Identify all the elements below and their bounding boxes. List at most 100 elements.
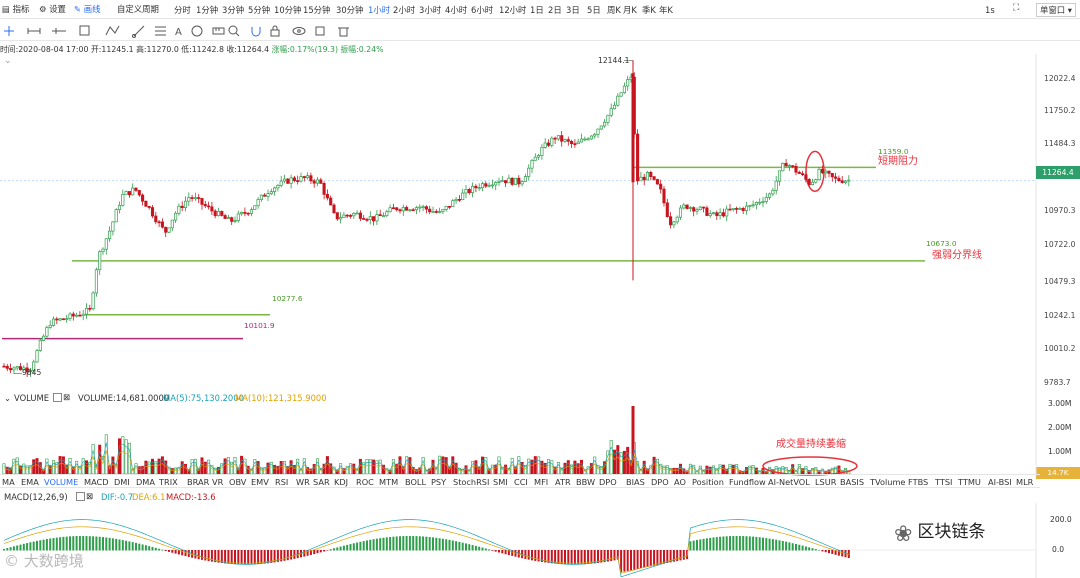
emoji-icon[interactable] bbox=[191, 25, 203, 37]
eye-icon[interactable] bbox=[292, 27, 306, 35]
lock-icon[interactable] bbox=[270, 25, 280, 37]
indicator-tab-macd[interactable]: MACD bbox=[84, 477, 109, 487]
period-5[interactable]: 15分钟 bbox=[303, 5, 331, 15]
macd-bar bbox=[600, 550, 603, 563]
period-12[interactable]: 12小时 bbox=[499, 5, 527, 15]
indicator-tab-boll[interactable]: BOLL bbox=[405, 477, 427, 487]
price-chart[interactable] bbox=[0, 54, 1040, 474]
period-4[interactable]: 10分钟 bbox=[274, 5, 302, 15]
indicator-tab-ai-bsi[interactable]: AI-BSI bbox=[988, 477, 1012, 487]
period-7[interactable]: 1小时 bbox=[368, 5, 391, 15]
indicator-tab-obv[interactable]: OBV bbox=[229, 477, 247, 487]
indicator-tab-cci[interactable]: CCI bbox=[514, 477, 528, 487]
indicator-tab-mfi[interactable]: MFI bbox=[534, 477, 549, 487]
indicator-tab-lsur[interactable]: LSUR bbox=[815, 477, 837, 487]
candle-body bbox=[174, 212, 178, 221]
volume-bar bbox=[675, 467, 679, 475]
period-3[interactable]: 5分钟 bbox=[248, 5, 271, 15]
custom-period-button[interactable]: 自定义周期 bbox=[117, 4, 159, 14]
period-6[interactable]: 30分钟 bbox=[336, 5, 364, 15]
indicator-tab-smi[interactable]: SMI bbox=[493, 477, 508, 487]
period-2[interactable]: 3分钟 bbox=[222, 5, 245, 15]
period-18[interactable]: 月K bbox=[623, 5, 637, 15]
fullscreen-icon[interactable]: ⛶ bbox=[1013, 3, 1020, 13]
close-icon[interactable]: ⊠ bbox=[86, 491, 94, 501]
path-icon[interactable] bbox=[105, 25, 120, 36]
indicator-tab-fundflow[interactable]: Fundflow bbox=[729, 477, 766, 487]
indicator-tab-volume[interactable]: VOLUME bbox=[44, 477, 79, 487]
trash-icon[interactable] bbox=[338, 27, 349, 37]
zoom-icon[interactable] bbox=[228, 25, 240, 37]
indicator-tab-dma[interactable]: DMA bbox=[136, 477, 155, 487]
indicator-tab-vr[interactable]: VR bbox=[212, 477, 224, 487]
volume-bar bbox=[434, 467, 438, 475]
indicator-tab-kdj[interactable]: KDJ bbox=[334, 477, 349, 487]
text-tool-icon[interactable]: A bbox=[175, 27, 182, 38]
indicator-tab-ttmu[interactable]: TTMU bbox=[958, 477, 981, 487]
period-20[interactable]: 年K bbox=[659, 5, 673, 15]
period-19[interactable]: 季K bbox=[642, 5, 656, 15]
candle-body bbox=[263, 194, 267, 197]
magnet-icon[interactable] bbox=[251, 27, 261, 37]
rectangle-icon[interactable] bbox=[79, 25, 90, 36]
window-mode-select[interactable]: 单窗口 ▾ bbox=[1036, 3, 1077, 17]
measure-icon[interactable] bbox=[132, 25, 145, 38]
crosshair-icon[interactable] bbox=[4, 26, 14, 36]
ruler-icon[interactable] bbox=[212, 27, 225, 35]
indicator-tab-rsi[interactable]: RSI bbox=[275, 477, 289, 487]
period-1[interactable]: 1分钟 bbox=[196, 5, 219, 15]
indicator-tab-brar[interactable]: BRAR bbox=[187, 477, 210, 487]
indicator-tab-ao[interactable]: AO bbox=[674, 477, 686, 487]
period-8[interactable]: 2小时 bbox=[393, 5, 416, 15]
period-0[interactable]: 分时 bbox=[174, 5, 191, 15]
period-10[interactable]: 4小时 bbox=[445, 5, 468, 15]
refresh-period[interactable]: 1s bbox=[985, 5, 995, 15]
indicator-tab-dpo[interactable]: DPO bbox=[599, 477, 617, 487]
segment-icon[interactable] bbox=[27, 28, 41, 34]
fib-icon[interactable] bbox=[155, 26, 166, 36]
collapse-icon[interactable]: ⌄ bbox=[4, 393, 12, 403]
indicator-tab-atr[interactable]: ATR bbox=[555, 477, 571, 487]
period-9[interactable]: 3小时 bbox=[419, 5, 442, 15]
indicator-tab-roc[interactable]: ROC bbox=[356, 477, 374, 487]
indicator-tab-mtm[interactable]: MTM bbox=[379, 477, 399, 487]
indicator-tab-ai-netvol[interactable]: AI-NetVOL bbox=[768, 477, 810, 487]
collapse-icon[interactable]: ⌄ bbox=[4, 56, 12, 66]
indicator-tab-dmi[interactable]: DMI bbox=[114, 477, 130, 487]
close-icon[interactable]: ⊠ bbox=[63, 392, 71, 402]
period-11[interactable]: 6小时 bbox=[471, 5, 494, 15]
indicator-tab-ftbs[interactable]: FTBS bbox=[908, 477, 929, 487]
indicator-tab-dpo[interactable]: DPO bbox=[651, 477, 669, 487]
settings-icon[interactable] bbox=[74, 491, 87, 501]
indicator-tab-tvolume[interactable]: TVolume bbox=[870, 477, 906, 487]
period-16[interactable]: 5日 bbox=[587, 5, 601, 15]
settings-button[interactable]: ⚙ 设置 bbox=[39, 4, 66, 14]
period-14[interactable]: 2日 bbox=[548, 5, 562, 15]
period-13[interactable]: 1日 bbox=[530, 5, 544, 15]
indicator-tab-trix[interactable]: TRIX bbox=[159, 477, 178, 487]
indicator-tab-basis[interactable]: BASIS bbox=[840, 477, 865, 487]
period-15[interactable]: 3日 bbox=[566, 5, 580, 15]
macd-bar bbox=[841, 550, 844, 557]
candle-body bbox=[721, 212, 725, 217]
indicator-tab-sar[interactable]: SAR bbox=[313, 477, 330, 487]
indicator-tab-psy[interactable]: PSY bbox=[431, 477, 447, 487]
indicators-button[interactable]: ▤ 指标 bbox=[2, 4, 30, 14]
indicator-tab-emv[interactable]: EMV bbox=[251, 477, 269, 487]
indicator-tab-wr[interactable]: WR bbox=[296, 477, 310, 487]
volume-bar bbox=[144, 460, 148, 475]
period-17[interactable]: 周K bbox=[607, 5, 621, 15]
indicator-tab-bias[interactable]: BIAS bbox=[626, 477, 645, 487]
ray-icon[interactable] bbox=[52, 28, 66, 34]
indicator-tab-ttsi[interactable]: TTSI bbox=[935, 477, 953, 487]
indicator-tab-ema[interactable]: EMA bbox=[21, 477, 39, 487]
settings-icon[interactable] bbox=[51, 392, 64, 402]
indicator-tab-stochrsi[interactable]: StochRSI bbox=[453, 477, 490, 487]
indicator-tab-mlr[interactable]: MLR bbox=[1016, 477, 1034, 487]
stack-icon[interactable] bbox=[315, 26, 325, 36]
macd-bar bbox=[260, 550, 263, 564]
indicator-tab-bbw[interactable]: BBW bbox=[576, 477, 596, 487]
indicator-tab-ma[interactable]: MA bbox=[2, 477, 15, 487]
indicator-tab-position[interactable]: Position bbox=[692, 477, 724, 487]
draw-button[interactable]: ✎ 画线 bbox=[74, 4, 101, 14]
